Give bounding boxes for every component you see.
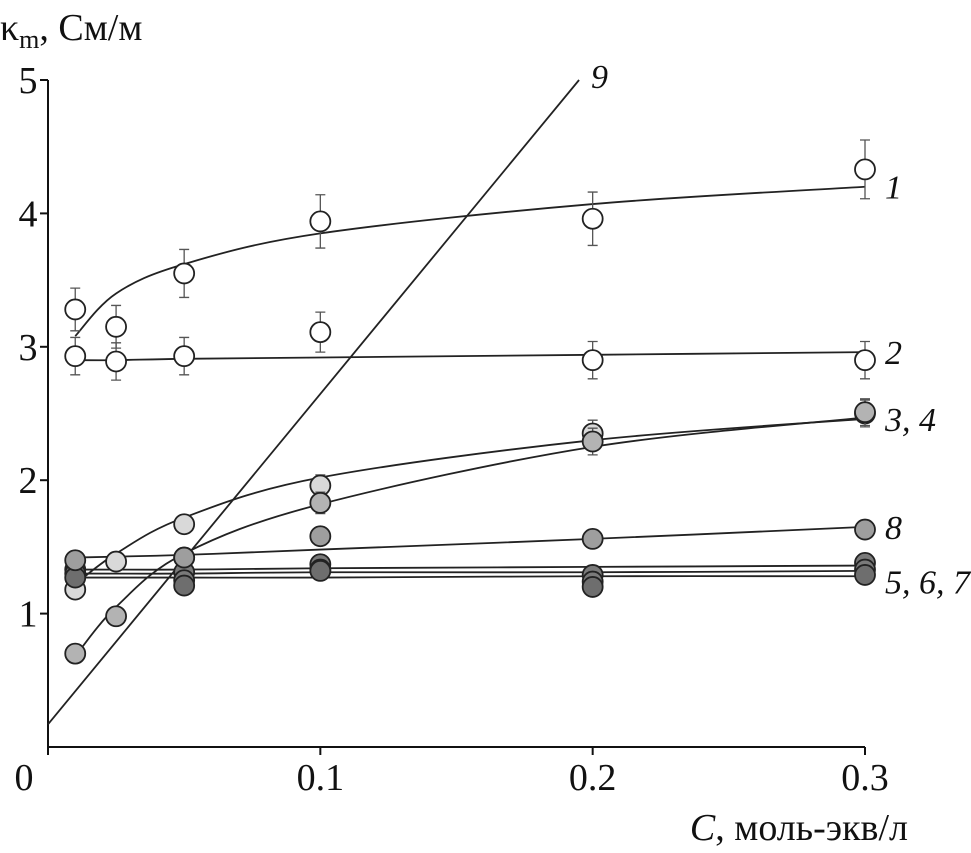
data-point [854, 401, 876, 424]
data-point [309, 560, 332, 582]
x-tick-label: 0.3 [841, 757, 889, 799]
fit-line [74, 185, 866, 337]
data-point [581, 430, 604, 453]
data-point [105, 605, 127, 628]
data-point [581, 207, 604, 230]
curve-label: 9 [591, 59, 608, 96]
data-point [64, 642, 87, 665]
data-point [173, 262, 196, 285]
fit-line [75, 575, 866, 579]
data-point [309, 491, 332, 514]
x-tick-label: 0.2 [569, 757, 617, 799]
curve-label: 8 [885, 510, 902, 547]
data-point [173, 513, 196, 536]
data-point [64, 549, 87, 572]
data-point [581, 349, 604, 372]
data-point [854, 564, 876, 586]
data-point [581, 576, 604, 598]
data-point [173, 345, 196, 368]
data-point [105, 350, 127, 373]
x-tick-label: 0 [15, 757, 34, 799]
y-tick-label: 1 [19, 594, 38, 636]
data-point [581, 527, 604, 550]
data-point [309, 321, 332, 344]
x-axis-label: C, моль-экв/л [690, 807, 908, 849]
y-tick-label: 5 [19, 60, 38, 102]
fit-line [75, 564, 866, 571]
data-point [854, 518, 876, 541]
fit-line [75, 525, 866, 559]
data-point [309, 210, 332, 233]
x-tick-label: 0.1 [297, 757, 345, 799]
data-point [173, 574, 196, 597]
curve-label: 5, 6, 7 [885, 565, 971, 602]
curve-label: 2 [885, 335, 902, 372]
data-point [854, 349, 876, 372]
fit-line [74, 417, 866, 585]
data-point [105, 315, 127, 338]
fit-line [75, 570, 866, 575]
data-point [309, 525, 332, 548]
y-tick-label: 4 [19, 193, 38, 235]
data-point [64, 298, 87, 321]
fit-line [74, 416, 866, 657]
curve-label: 3, 4 [884, 402, 936, 439]
y-tick-label: 3 [19, 327, 38, 369]
curve-label: 1 [885, 170, 902, 207]
fit-line [47, 79, 580, 725]
y-axis-label: κm, См/м [0, 7, 142, 54]
data-point [105, 550, 127, 573]
data-point [173, 546, 196, 569]
data-point [854, 158, 876, 181]
y-tick-label: 2 [19, 460, 38, 502]
data-point [64, 345, 87, 368]
